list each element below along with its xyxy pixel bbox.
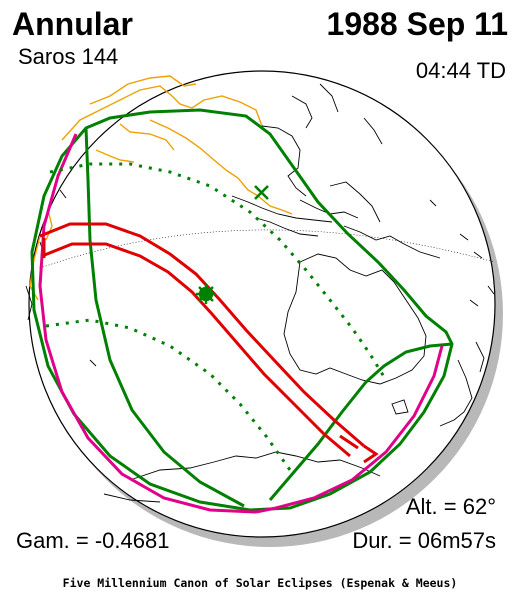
magnitude-lines — [45, 162, 388, 471]
eclipse-type-title: Annular — [12, 6, 133, 42]
globe-disc — [28, 70, 496, 538]
penumbra-southern-branch — [268, 342, 453, 501]
eclipse-time: 04:44 TD — [415, 58, 506, 83]
central-path — [39, 222, 379, 464]
rise-limit-curve — [38, 133, 257, 514]
duration-label: Dur. = 06m57s — [352, 528, 496, 553]
penumbra-outer-limit — [30, 108, 454, 512]
greatest-eclipse-star — [196, 284, 216, 304]
penumbra-northern-branch — [84, 127, 245, 508]
eclipse-date: 1988 Sep 11 — [326, 6, 508, 42]
credit-footer: Five Millennium Canon of Solar Eclipses … — [62, 576, 458, 590]
altitude-label: Alt. = 62° — [405, 494, 496, 519]
gamma-label: Gam. = -0.4681 — [16, 528, 170, 553]
equator-line — [39, 229, 495, 269]
set-limit-curve — [255, 345, 444, 514]
subsolar-point-cross — [254, 185, 269, 200]
coastlines — [25, 83, 495, 503]
saros-label: Saros 144 — [18, 44, 119, 69]
